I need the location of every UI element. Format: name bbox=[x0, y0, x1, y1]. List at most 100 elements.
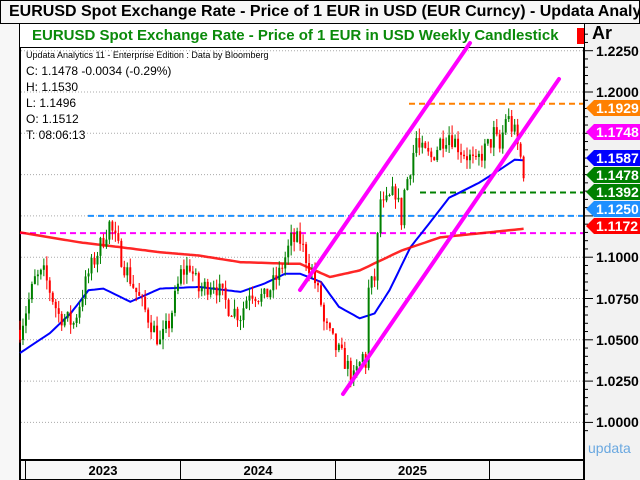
candle-body bbox=[141, 295, 144, 297]
open-readout: O: 1.1512 bbox=[26, 112, 79, 126]
candle-body bbox=[492, 127, 495, 148]
candle-body bbox=[433, 157, 436, 161]
candle-body bbox=[501, 132, 504, 149]
candle-body bbox=[99, 237, 102, 256]
candle-body bbox=[135, 287, 138, 293]
price-label: 1.1478 bbox=[586, 167, 640, 183]
candle-body bbox=[346, 360, 349, 369]
candle-body bbox=[391, 186, 394, 196]
candle-body bbox=[257, 301, 260, 303]
y-tick-label: 1.0750 bbox=[596, 290, 639, 307]
candle-body bbox=[296, 231, 299, 242]
candle-body bbox=[340, 344, 343, 349]
candle-body bbox=[254, 298, 257, 302]
time-readout: T: 08:06:13 bbox=[26, 128, 86, 142]
candle-body bbox=[421, 142, 424, 148]
low-readout: L: 1.1496 bbox=[26, 96, 77, 110]
candle-body bbox=[319, 285, 322, 305]
candle-body bbox=[191, 271, 194, 274]
candle-body bbox=[224, 287, 227, 300]
candle-body bbox=[150, 322, 153, 333]
candle-body bbox=[27, 299, 30, 314]
candle-body bbox=[445, 145, 448, 149]
candle-body bbox=[215, 287, 218, 296]
candle-body bbox=[349, 360, 352, 381]
candle-body bbox=[39, 269, 42, 275]
candle-body bbox=[144, 296, 147, 310]
candle-body bbox=[206, 281, 209, 295]
left-gutter bbox=[0, 24, 20, 480]
candle-body bbox=[105, 239, 108, 247]
candle-body bbox=[281, 267, 284, 269]
candle-body bbox=[200, 288, 203, 292]
y-tick-label: 1.1000 bbox=[596, 249, 639, 266]
candle-body bbox=[242, 308, 245, 321]
y-tick-label: 1.2000 bbox=[596, 84, 639, 100]
candle-body bbox=[489, 139, 492, 148]
candle-body bbox=[331, 328, 334, 334]
candle-body bbox=[69, 311, 72, 325]
candle-body bbox=[84, 276, 87, 299]
candle-body bbox=[382, 199, 385, 201]
candle-body bbox=[21, 325, 24, 340]
candle-body bbox=[427, 147, 430, 152]
candle-body bbox=[284, 257, 287, 269]
candle-body bbox=[361, 354, 364, 363]
candle-body bbox=[403, 189, 406, 226]
candle-body bbox=[308, 263, 311, 274]
candle-body bbox=[325, 321, 328, 324]
candle-body bbox=[466, 156, 468, 161]
candle-body bbox=[486, 139, 489, 144]
candle-body bbox=[260, 293, 263, 302]
window-title-bar: EURUSD Spot Exchange Rate - Price of 1 E… bbox=[0, 0, 640, 24]
candle-body bbox=[33, 276, 36, 284]
channel-lower-line[interactable] bbox=[341, 77, 561, 396]
candle-body bbox=[159, 339, 162, 345]
candle-body bbox=[239, 320, 242, 322]
candle-body bbox=[185, 265, 188, 275]
time-axis[interactable]: 2023 2024 2025 bbox=[20, 460, 584, 480]
candle-body bbox=[114, 230, 117, 234]
candle-body bbox=[275, 275, 278, 280]
candle-body bbox=[373, 276, 376, 281]
candle-body bbox=[272, 275, 275, 291]
candle-body bbox=[477, 153, 480, 158]
candle-body bbox=[317, 283, 319, 286]
moving-average-line bbox=[19, 227, 524, 279]
candle-body bbox=[93, 257, 96, 265]
price-label: 1.1748 bbox=[586, 124, 640, 140]
candle-body bbox=[138, 292, 141, 296]
candle-body bbox=[367, 287, 370, 368]
candle-body bbox=[290, 233, 293, 246]
candle-body bbox=[328, 323, 331, 329]
channel-upper-line[interactable] bbox=[298, 41, 472, 292]
candle-body bbox=[400, 197, 403, 226]
candle-body bbox=[57, 308, 60, 314]
candle-body bbox=[451, 135, 454, 148]
y-tick-label: 1.0000 bbox=[596, 414, 639, 431]
candle-body bbox=[415, 138, 418, 153]
candle-body bbox=[218, 283, 221, 296]
candle-body bbox=[45, 265, 48, 281]
candle-body bbox=[471, 154, 474, 156]
candle-body bbox=[442, 138, 445, 149]
candle-body bbox=[132, 283, 135, 288]
candle-body bbox=[463, 154, 466, 157]
candle-body bbox=[358, 362, 361, 367]
candle-body bbox=[412, 152, 415, 176]
candle-body bbox=[468, 154, 471, 161]
candle-body bbox=[87, 273, 90, 277]
candle-body bbox=[436, 149, 439, 161]
window-title: EURUSD Spot Exchange Rate - Price of 1 E… bbox=[9, 3, 640, 20]
y-tick-label: 1.0500 bbox=[596, 331, 639, 348]
candle-body bbox=[379, 199, 382, 233]
candle-body bbox=[197, 273, 200, 292]
candle-body bbox=[102, 237, 105, 247]
candle-body bbox=[388, 195, 391, 197]
updata-logo: updata bbox=[588, 440, 631, 456]
candle-body bbox=[460, 152, 463, 155]
candle-body bbox=[498, 134, 501, 149]
candle-body bbox=[248, 295, 251, 301]
candle-body bbox=[385, 195, 388, 201]
